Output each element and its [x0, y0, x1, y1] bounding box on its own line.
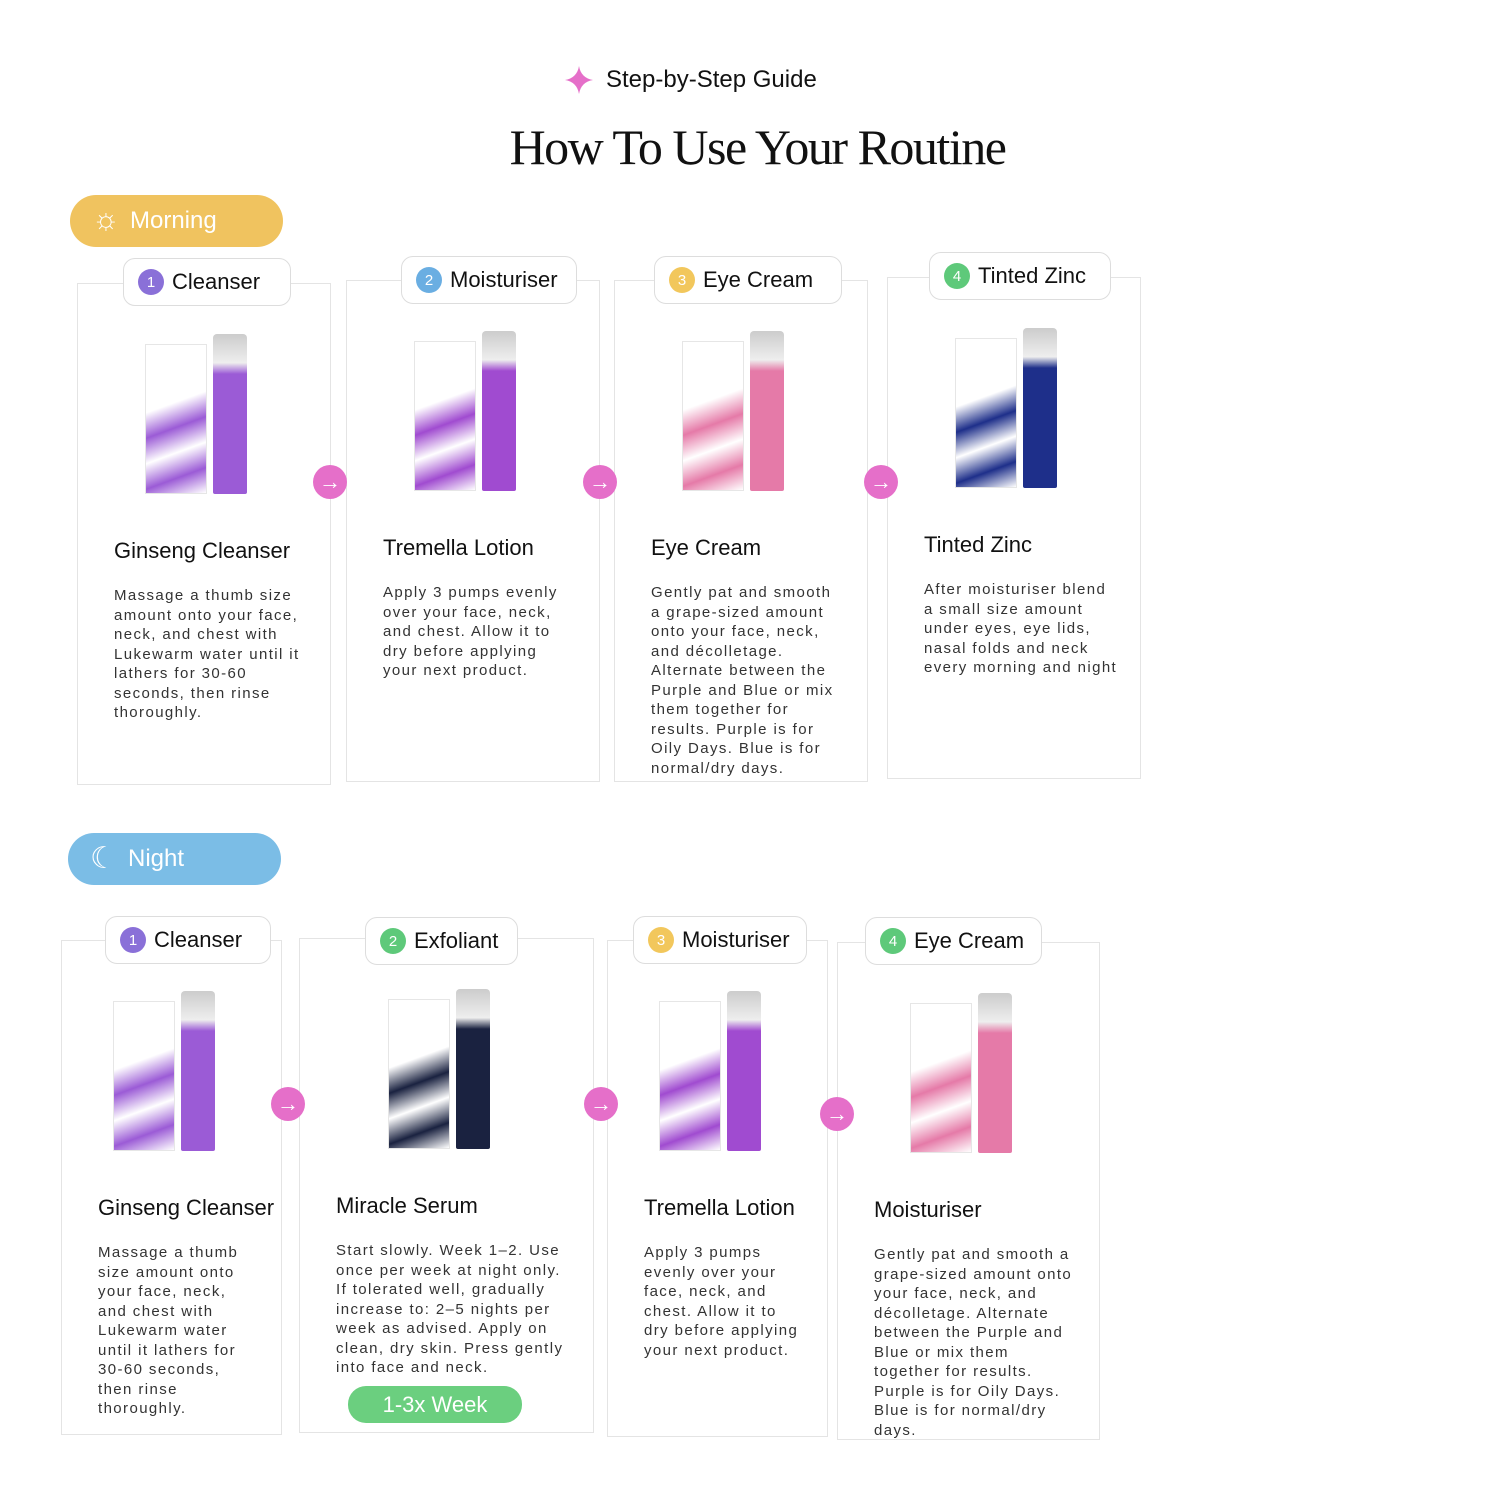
product-bottle	[180, 991, 215, 1151]
product-bottle	[726, 991, 761, 1151]
product-bottle	[482, 331, 516, 491]
product-name: Tinted Zinc	[924, 532, 1033, 557]
step-card: Moisturiser Gently pat and smooth a grape…	[837, 942, 1100, 1440]
product-name: Eye Cream	[651, 535, 762, 560]
product-image	[955, 328, 1075, 488]
step-card: Ginseng Cleanser Massage a thumb size amo…	[61, 940, 282, 1435]
step-tag-label: Eye Cream	[703, 267, 814, 292]
step-card: Miracle Serum Start slowly. Week 1–2. Use…	[299, 938, 594, 1433]
step-card: Tinted Zinc After moisturiser blend a sma…	[887, 277, 1141, 779]
product-box	[145, 344, 207, 494]
product-box	[658, 1001, 721, 1151]
product-image	[682, 331, 802, 491]
product-box	[909, 1003, 972, 1153]
product-name: Tremella Lotion	[383, 535, 534, 560]
step-tag-label: Cleanser	[154, 927, 243, 952]
sparkle-icon	[565, 66, 593, 94]
step-tag-label: Moisturiser	[450, 267, 558, 292]
arrow-icon: →	[820, 1097, 854, 1131]
step-tag-label: Moisturiser	[682, 927, 790, 952]
section-icon: ☾	[90, 842, 117, 875]
arrow-icon: →	[584, 1087, 618, 1121]
product-bottle	[213, 334, 247, 494]
step-card: Eye Cream Gently pat and smooth a grape-s…	[614, 280, 868, 782]
step-tag-label: Exfoliant	[414, 928, 499, 953]
step-number: 3	[669, 267, 695, 293]
arrow-icon: →	[864, 465, 898, 499]
product-bottle	[455, 989, 490, 1149]
product-box	[414, 341, 476, 491]
title: How To Use Your Routine	[509, 119, 1007, 175]
step-number: 4	[944, 263, 970, 289]
sparkle-svg	[565, 66, 593, 94]
product-box	[955, 338, 1017, 488]
step-text: Apply 3 pumps evenly over your face, nec…	[383, 584, 558, 679]
arrow-icon: →	[271, 1087, 305, 1121]
frequency-badge: 1-3x Week	[348, 1386, 522, 1423]
step-tag: 2 Moisturiser	[401, 256, 577, 304]
product-box	[387, 999, 450, 1149]
step-tag: 4 Eye Cream	[865, 917, 1042, 965]
step-tag-label: Cleanser	[172, 269, 261, 294]
product-image	[909, 993, 1030, 1153]
step-tag: 1 Cleanser	[105, 916, 271, 964]
product-name: Miracle Serum	[336, 1193, 478, 1218]
step-tag: 1 Cleanser	[123, 258, 291, 306]
product-name: Ginseng Cleanser	[98, 1195, 275, 1220]
step-tag: 3 Eye Cream	[654, 256, 842, 304]
step-number: 2	[416, 267, 442, 293]
product-box	[682, 341, 744, 491]
step-text: Start slowly. Week 1–2. Use once per wee…	[336, 1242, 564, 1376]
product-image	[658, 991, 779, 1151]
step-tag: 2 Exfoliant	[365, 917, 518, 965]
eyebrow: Step-by-Step Guide	[606, 66, 817, 93]
product-bottle	[750, 331, 784, 491]
product-box	[112, 1001, 175, 1151]
section-icon: ☼	[92, 203, 120, 236]
section-label: Morning	[130, 207, 217, 234]
product-image	[112, 991, 233, 1151]
section-pill: ☾ Night	[68, 833, 281, 885]
step-card: Ginseng Cleanser Massage a thumb size amo…	[77, 283, 331, 785]
step-number: 2	[380, 928, 406, 954]
section-label: Night	[128, 845, 185, 872]
product-image	[145, 334, 265, 494]
arrow-icon: →	[313, 465, 347, 499]
step-text: Apply 3 pumps evenly over your face, nec…	[644, 1244, 799, 1359]
step-number: 3	[648, 927, 674, 953]
step-text: After moisturiser blend a small size amo…	[924, 581, 1118, 676]
step-text: Massage a thumb size amount onto your fa…	[98, 1244, 239, 1417]
step-text: Massage a thumb size amount onto your fa…	[114, 587, 300, 721]
step-card: Tremella Lotion Apply 3 pumps evenly over…	[607, 940, 828, 1437]
product-image	[414, 331, 534, 491]
step-text: Gently pat and smooth a grape-sized amou…	[874, 1246, 1073, 1439]
product-name: Moisturiser	[874, 1197, 982, 1222]
step-text: Gently pat and smooth a grape-sized amou…	[651, 584, 834, 777]
product-image	[387, 989, 508, 1149]
product-bottle	[1023, 328, 1057, 488]
step-number: 1	[138, 269, 164, 295]
product-bottle	[977, 993, 1012, 1153]
section-pill: ☼ Morning	[70, 195, 283, 247]
arrow-icon: →	[583, 465, 617, 499]
step-number: 4	[880, 928, 906, 954]
step-number: 1	[120, 927, 146, 953]
product-name: Tremella Lotion	[644, 1195, 795, 1220]
product-name: Ginseng Cleanser	[114, 538, 291, 563]
step-tag-label: Tinted Zinc	[978, 263, 1087, 288]
step-tag: 3 Moisturiser	[633, 916, 807, 964]
step-card: Tremella Lotion Apply 3 pumps evenly over…	[346, 280, 600, 782]
step-tag: 4 Tinted Zinc	[929, 252, 1111, 300]
step-tag-label: Eye Cream	[914, 928, 1025, 953]
